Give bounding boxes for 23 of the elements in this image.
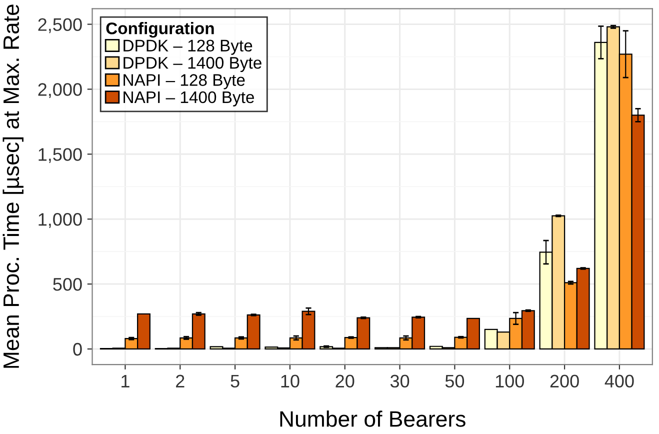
legend-title: Configuration: [106, 22, 214, 38]
y-tick-label: 2,000: [38, 83, 82, 98]
y-tick-label: 1,500: [38, 148, 82, 163]
y-tick-label: 500: [53, 278, 82, 291]
y-tick-label: 0: [73, 342, 82, 356]
legend-label: DPDK – 1400 Byte: [124, 56, 262, 72]
x-tick-label: 20: [336, 374, 354, 388]
x-tick-label: 50: [445, 374, 464, 388]
y-tick-label: 1,000: [38, 213, 82, 228]
x-tick-label: 30: [390, 374, 410, 388]
x-tick-label: 10: [281, 374, 300, 388]
legend-label: NAPI – 1400 Byte: [124, 91, 254, 106]
x-axis-title: Number of Bearers: [280, 410, 466, 427]
x-tick-label: 5: [230, 374, 240, 388]
y-tick-label: 2,500: [38, 18, 82, 34]
x-tick-label: 200: [550, 374, 579, 388]
x-tick-label: 400: [604, 374, 634, 388]
x-tick-label: 100: [496, 374, 524, 388]
legend-label: DPDK – 128 Byte: [124, 40, 252, 55]
y-axis-title: Mean Proc. Time [µsec] at Max. Rate: [2, 4, 24, 368]
legend-label: NAPI – 128 Byte: [124, 74, 245, 90]
x-tick-label: 1: [122, 374, 130, 388]
x-tick-label: 2: [176, 374, 184, 388]
